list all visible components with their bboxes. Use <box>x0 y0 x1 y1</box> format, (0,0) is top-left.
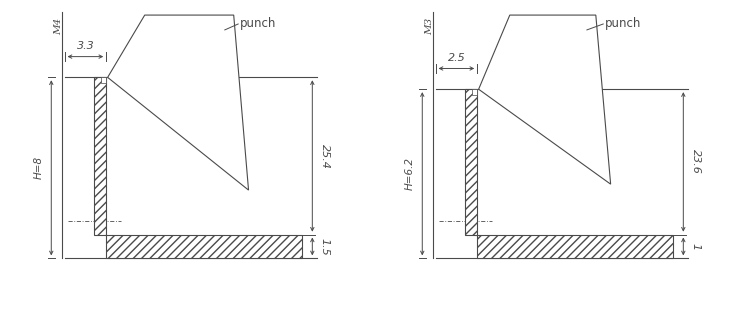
Text: 1.5: 1.5 <box>320 238 329 255</box>
Polygon shape <box>108 15 249 190</box>
Text: H=6.2: H=6.2 <box>405 157 415 190</box>
Text: punch: punch <box>605 18 641 31</box>
Polygon shape <box>479 15 611 184</box>
Text: 25.4: 25.4 <box>320 144 329 168</box>
Text: punch: punch <box>240 18 276 31</box>
Polygon shape <box>477 235 673 258</box>
Text: M4: M4 <box>54 18 63 35</box>
Polygon shape <box>94 77 106 235</box>
Text: H=8: H=8 <box>34 156 44 180</box>
Polygon shape <box>101 77 106 83</box>
Text: 23.6: 23.6 <box>691 150 700 174</box>
Polygon shape <box>106 235 302 258</box>
Text: 2.5: 2.5 <box>447 53 465 62</box>
Polygon shape <box>465 89 477 235</box>
Polygon shape <box>472 89 477 95</box>
Text: 1: 1 <box>691 243 700 250</box>
Text: 3.3: 3.3 <box>76 41 94 51</box>
Text: M3: M3 <box>425 18 434 35</box>
